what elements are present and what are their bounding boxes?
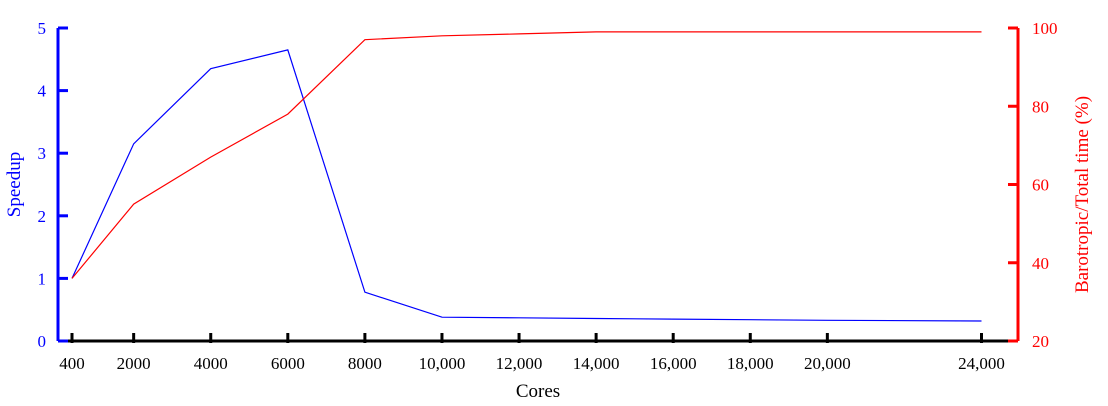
x-tick-label: 24,000 <box>958 354 1005 373</box>
labels-layer: 400 2000 4000 6000 8000 10,000 12,000 14,000 16,… <box>4 19 1093 402</box>
x-tick-label: 20,000 <box>804 354 851 373</box>
y-right-tick-label: 40 <box>1032 254 1049 273</box>
y-right-tick-label: 80 <box>1032 97 1049 116</box>
speedup-series-line <box>71 49 982 322</box>
y-left-tick-label: 1 <box>38 269 47 288</box>
x-tick-label: 6000 <box>271 354 305 373</box>
x-tick-label: 8000 <box>348 354 382 373</box>
y-left-tick-label: 4 <box>38 82 47 101</box>
barotropic-series-line <box>71 31 982 279</box>
y-right-tick-label: 20 <box>1032 332 1049 351</box>
y-right-axis-title: Barotropic/Total time (%) <box>1072 96 1093 293</box>
x-axis-title: Cores <box>516 381 560 402</box>
y-right-tick-label: 100 <box>1032 19 1058 38</box>
y-left-tick-label: 2 <box>38 207 47 226</box>
y-left-tick-label: 0 <box>38 332 47 351</box>
x-tick-label: 400 <box>59 354 85 373</box>
series-layer <box>71 31 982 322</box>
x-tick-label: 4000 <box>194 354 228 373</box>
y-left-axis-title: Speedup <box>4 152 25 217</box>
x-tick-label: 12,000 <box>496 354 543 373</box>
y-right-tick-label: 60 <box>1032 176 1049 195</box>
axes-layer <box>56 26 1020 343</box>
y-left-tick-label: 5 <box>38 19 47 38</box>
x-tick-label: 2000 <box>117 354 151 373</box>
x-tick-label: 14,000 <box>573 354 620 373</box>
x-tick-label: 18,000 <box>727 354 774 373</box>
y-left-tick-label: 3 <box>38 144 47 163</box>
x-tick-label: 16,000 <box>650 354 697 373</box>
x-tick-label: 10,000 <box>419 354 466 373</box>
